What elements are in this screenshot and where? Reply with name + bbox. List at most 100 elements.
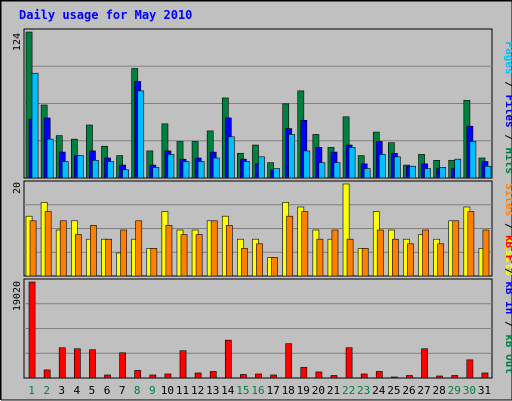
hits-bar-pages-day-21 <box>333 162 341 179</box>
legend-kbf: kB F <box>503 235 512 262</box>
sites-bar-sites-day-31 <box>482 229 490 277</box>
hits-bar-pages-day-31 <box>484 165 492 179</box>
sites-bar-sites-day-8 <box>135 220 143 277</box>
x-tick-label-day-13: 13 <box>206 384 219 397</box>
hits-bar-pages-day-7 <box>122 169 129 179</box>
kbytes-bar-kb-f-day-20 <box>315 371 323 379</box>
x-tick-label-day-11: 11 <box>176 384 189 397</box>
hits-bar-pages-day-25 <box>394 156 401 179</box>
hits-bar-pages-day-27 <box>424 168 431 179</box>
sites-bar-sites-day-12 <box>195 234 203 277</box>
kbytes-bar-kb-f-day-14 <box>224 339 232 379</box>
hits-bar-pages-day-16 <box>258 156 265 179</box>
x-tick-label-day-3: 3 <box>58 384 65 397</box>
hits-bar-pages-day-14 <box>227 136 235 179</box>
kbytes-bar-kb-f-day-10 <box>164 373 172 379</box>
x-tick-label-day-7: 7 <box>119 384 126 397</box>
x-tick-label-day-23: 23 <box>357 384 370 397</box>
x-tick-label-day-26: 26 <box>402 384 415 397</box>
x-tick-label-day-4: 4 <box>74 384 81 397</box>
legend-hits: Hits <box>503 148 512 175</box>
legend-sep: / <box>503 81 512 88</box>
sites-bar-sites-day-9 <box>150 248 158 277</box>
x-tick-label-day-27: 27 <box>417 384 430 397</box>
x-tick-label-day-20: 20 <box>312 384 325 397</box>
x-tick-label-day-22: 22 <box>342 384 355 397</box>
kbytes-bar-kb-f-day-24 <box>375 371 383 379</box>
sites-bar-sites-day-5 <box>90 225 97 277</box>
kbytes-bar-kb-f-day-19 <box>300 367 308 379</box>
kbytes-bar-kb-f-day-3 <box>58 347 66 379</box>
kbytes-bar-kb-f-day-18 <box>285 343 293 379</box>
sites-bar-sites-day-1 <box>29 220 37 277</box>
sites-bar-sites-day-27 <box>422 229 429 277</box>
sites-bar-sites-day-28 <box>437 243 445 277</box>
sites-bar-sites-day-23 <box>361 248 369 277</box>
sites-bar-sites-day-14 <box>225 225 233 277</box>
kbytes-bar-kb-f-day-1 <box>28 281 36 379</box>
legend-files: Files <box>503 95 512 128</box>
kbytes-bar-kb-f-day-8 <box>134 370 142 379</box>
sites-bar-sites-day-25 <box>392 238 399 277</box>
x-tick-label-day-10: 10 <box>161 384 174 397</box>
legend-sites: Sites <box>503 183 512 216</box>
bars-layer <box>25 31 492 379</box>
kbytes-bar-kb-f-day-28 <box>436 375 444 379</box>
x-tick-label-day-12: 12 <box>191 384 204 397</box>
kbytes-bar-kb-f-day-9 <box>149 374 157 379</box>
x-tick-label-day-15: 15 <box>236 384 249 397</box>
x-tick-label-day-25: 25 <box>387 384 400 397</box>
sites-legend: Sites / Visits <box>503 183 512 276</box>
x-tick-label-day-31: 31 <box>478 384 491 397</box>
hits-bar-pages-day-20 <box>318 162 326 179</box>
svg-text:Sites / Visits: Sites / Visits <box>503 183 512 276</box>
hits-bar-pages-day-26 <box>409 165 416 179</box>
x-tick-label-day-6: 6 <box>104 384 111 397</box>
x-tick-label-day-28: 28 <box>433 384 446 397</box>
x-tick-label-day-21: 21 <box>327 384 340 397</box>
hits-bar-pages-day-18 <box>288 134 296 179</box>
legend-sep: / <box>503 321 512 328</box>
x-tick-label-day-30: 30 <box>463 384 476 397</box>
x-tick-label-day-9: 9 <box>149 384 156 397</box>
x-tick-label-day-14: 14 <box>221 384 235 397</box>
x-tick-label-day-8: 8 <box>134 384 141 397</box>
sites-y-max-label: 20 <box>12 182 23 194</box>
kbytes-bar-kb-f-day-17 <box>270 374 277 379</box>
sites-bar-sites-day-11 <box>180 234 188 277</box>
hits-bar-pages-day-24 <box>378 154 386 179</box>
hits-bar-pages-day-23 <box>363 168 371 179</box>
kbytes-bar-kb-f-day-11 <box>179 350 187 379</box>
sites-bar-sites-day-16 <box>256 243 263 277</box>
sites-bar-visits-day-22 <box>342 183 350 277</box>
x-tick-label-day-2: 2 <box>43 384 50 397</box>
sites-bar-sites-day-21 <box>331 229 339 277</box>
x-tick-label-day-19: 19 <box>297 384 310 397</box>
hits-bar-pages-day-8 <box>137 90 145 179</box>
sites-bar-sites-day-22 <box>346 238 354 277</box>
kbytes-bar-kb-f-day-2 <box>43 369 51 379</box>
hits-bar-pages-day-19 <box>303 150 311 179</box>
legend-kbin: kB In <box>503 281 512 314</box>
hits-bar-pages-day-1 <box>31 72 39 179</box>
kbytes-bar-kb-f-day-21 <box>330 375 338 379</box>
hits-bar-pages-day-15 <box>243 161 250 179</box>
sites-bar-sites-day-29 <box>452 220 460 277</box>
kbytes-bar-kb-f-day-16 <box>255 373 262 379</box>
kbytes-bar-kb-f-day-27 <box>421 348 428 379</box>
x-tick-label-day-17: 17 <box>266 384 279 397</box>
kbytes-bar-kb-f-day-23 <box>360 373 368 379</box>
hits-bar-pages-day-5 <box>92 160 99 179</box>
kbytes-bar-kb-f-day-15 <box>240 374 247 379</box>
hits-bar-pages-day-3 <box>61 161 69 179</box>
sites-bar-sites-day-30 <box>467 211 475 277</box>
sites-bar-sites-day-24 <box>376 229 384 277</box>
sites-bar-sites-day-18 <box>286 215 294 277</box>
kbytes-bar-kb-f-day-6 <box>104 374 111 379</box>
hits-bar-pages-day-22 <box>348 147 356 179</box>
kbytes-bar-kb-f-day-7 <box>119 352 126 379</box>
sites-bar-sites-day-2 <box>44 211 52 277</box>
hits-bar-pages-day-28 <box>439 167 447 179</box>
hits-bar-pages-day-4 <box>76 155 84 179</box>
